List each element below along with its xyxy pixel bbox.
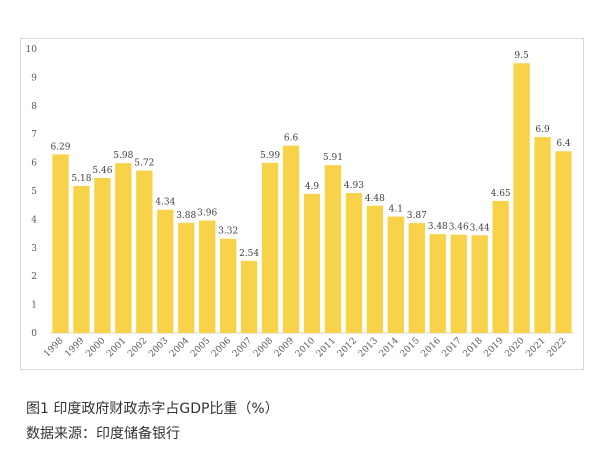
y-tick-label: 9 [31,73,37,83]
bar-1999 [73,185,90,333]
bar-2018 [471,235,488,333]
x-tick-label: 2013 [357,336,380,359]
bar-2002 [136,170,153,333]
y-tick-label: 4 [31,215,37,225]
data-label: 5.99 [260,151,280,161]
y-tick-label: 7 [31,130,37,140]
data-label: 3.46 [449,223,469,233]
bar-2022 [555,151,572,333]
data-label: 5.91 [323,153,343,163]
figure-title: 图1 印度政府财政赤字占GDP比重（%） [26,401,279,417]
bar-2014 [387,216,405,333]
bar-2004 [178,222,195,333]
x-tick-label: 2005 [189,336,212,359]
data-label: 3.87 [407,211,427,221]
y-tick-label: 5 [31,187,37,197]
data-label: 5.18 [71,174,91,184]
data-label: 4.9 [305,182,320,192]
y-tick-label: 1 [31,301,37,311]
x-tick-label: 2016 [420,336,443,359]
data-label: 6.4 [556,139,571,149]
data-label: 5.72 [134,159,154,169]
data-label: 4.34 [155,198,175,208]
x-tick-label: 2019 [482,336,505,359]
bar-2001 [115,163,132,333]
x-tick-label: 2015 [399,336,422,359]
x-tick-label: 2020 [503,336,526,359]
bar-2019 [492,200,509,333]
bar-2021 [534,137,551,333]
data-label: 9.5 [514,51,529,61]
bar-2000 [94,177,111,333]
data-label: 5.46 [92,166,112,176]
x-tick-label: 2010 [294,336,317,359]
x-tick-label: 2017 [441,336,464,359]
bar-2008 [261,162,279,333]
data-label: 3.44 [470,223,490,233]
x-tick-label: 2009 [273,336,296,359]
figure-source: 数据来源：印度储备银行 [26,426,180,442]
y-axis-ticks: 0 1 2 3 4 5 6 7 8 9 10 [26,45,38,339]
x-tick-label: 2007 [231,336,254,359]
bar-2011 [324,165,342,333]
y-tick-label: 10 [26,45,38,55]
bar-2003 [157,209,174,333]
x-tick-label: 2022 [545,336,568,359]
x-tick-label: 2000 [84,336,107,359]
data-label: 6.29 [50,142,70,152]
y-tick-label: 2 [31,272,37,282]
chart-frame: 0 1 2 3 4 5 6 7 8 9 10 6.29 5.18 5.46 5.98 5.72 4.34 3.8… [20,38,584,370]
bars [52,63,572,333]
data-label: 6.9 [535,125,550,135]
data-label: 4.93 [344,181,364,191]
data-label: 3.32 [218,227,238,237]
x-tick-label: 2004 [168,336,191,359]
x-tick-label: 2011 [315,336,338,359]
bar-2006 [219,238,237,333]
x-tick-label: 2008 [252,336,275,359]
x-tick-label: 1998 [42,336,65,359]
bar-2005 [199,220,216,333]
bar-2007 [240,260,258,333]
data-label: 2.54 [239,249,259,259]
x-tick-label: 2001 [105,336,128,359]
data-label: 3.48 [428,222,448,232]
bar-1998 [52,154,69,333]
x-axis-ticks: 1998199920002001200220032004200520062007… [42,336,568,359]
x-tick-label: 2002 [126,336,149,359]
bar-2020 [513,63,530,333]
bar-2015 [408,223,425,333]
x-tick-label: 2021 [524,336,547,359]
bar-2010 [303,193,321,333]
x-tick-label: 2012 [336,336,359,359]
data-label: 3.88 [176,211,196,221]
data-label: 4.48 [365,194,385,204]
data-label: 4.1 [389,205,403,215]
bar-2013 [366,205,384,333]
x-tick-label: 2006 [210,336,233,359]
data-labels: 6.29 5.185.465.985.72 4.343.88 3.963.32 2.54… [50,51,570,259]
x-tick-label: 2003 [147,336,170,359]
y-tick-label: 8 [31,102,37,112]
bar-2012 [345,192,363,333]
data-label: 4.65 [491,189,511,199]
data-label: 6.6 [284,134,299,144]
y-tick-label: 3 [31,244,37,254]
x-tick-label: 2014 [378,336,401,359]
data-label: 5.98 [113,151,133,161]
x-tick-label: 2018 [462,336,485,359]
bar-2009 [282,145,300,333]
y-tick-label: 0 [31,329,37,339]
y-tick-label: 6 [31,159,37,169]
bar-2017 [450,234,467,333]
data-label: 3.96 [197,209,217,219]
bar-2016 [429,234,446,333]
x-tick-label: 1999 [63,336,86,359]
